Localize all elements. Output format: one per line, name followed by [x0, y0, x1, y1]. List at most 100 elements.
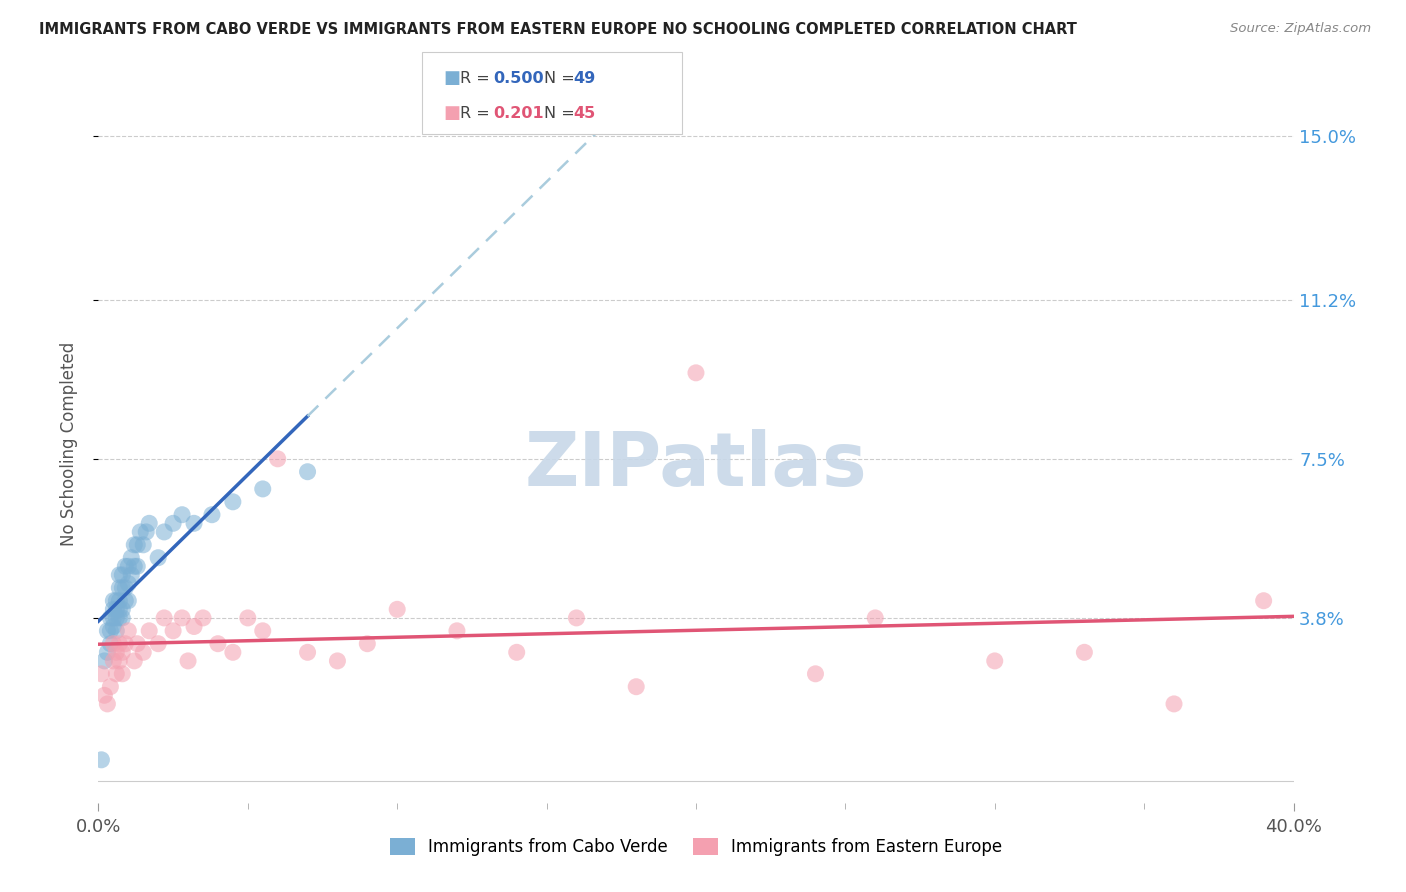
Point: [222, 495, 245, 509]
Point: [252, 482, 274, 496]
Point: [138, 624, 160, 638]
Point: [90, 666, 112, 681]
Point: [105, 645, 128, 659]
Point: [1073, 645, 1095, 659]
Point: [90, 753, 112, 767]
Point: [201, 508, 224, 522]
Point: [111, 581, 134, 595]
Point: [114, 559, 136, 574]
Point: [162, 624, 184, 638]
Legend: Immigrants from Cabo Verde, Immigrants from Eastern Europe: Immigrants from Cabo Verde, Immigrants f…: [382, 831, 1010, 863]
Point: [117, 576, 139, 591]
Point: [172, 508, 194, 522]
Point: [267, 451, 290, 466]
Point: [93, 654, 115, 668]
Point: [105, 624, 128, 638]
Point: [446, 624, 468, 638]
Point: [685, 366, 707, 380]
Text: N =: N =: [544, 106, 581, 120]
Point: [103, 619, 125, 633]
Point: [120, 550, 142, 565]
Point: [108, 602, 131, 616]
Point: [153, 524, 176, 539]
Point: [108, 654, 131, 668]
Point: [138, 516, 160, 531]
Point: [96, 624, 118, 638]
Point: [385, 602, 409, 616]
Point: [103, 654, 125, 668]
Point: [111, 611, 134, 625]
Point: [297, 465, 319, 479]
Text: 0.500: 0.500: [494, 70, 544, 86]
Point: [108, 637, 131, 651]
Text: ■: ■: [443, 104, 460, 122]
Text: Source: ZipAtlas.com: Source: ZipAtlas.com: [1230, 22, 1371, 36]
Point: [183, 516, 205, 531]
Point: [120, 568, 142, 582]
Point: [565, 611, 588, 625]
Point: [326, 654, 349, 668]
Point: [105, 602, 128, 616]
Point: [103, 637, 125, 651]
Text: ZIPatlas: ZIPatlas: [524, 429, 868, 502]
Text: 45: 45: [574, 106, 596, 120]
Point: [111, 602, 134, 616]
Text: ■: ■: [443, 70, 460, 87]
Point: [191, 611, 214, 625]
Point: [127, 559, 149, 574]
Point: [124, 654, 146, 668]
Point: [626, 680, 648, 694]
Point: [103, 611, 125, 625]
Point: [114, 637, 136, 651]
Point: [98, 680, 122, 694]
Point: [124, 538, 146, 552]
Point: [297, 645, 319, 659]
Point: [222, 645, 245, 659]
Point: [984, 654, 1007, 668]
Point: [114, 581, 136, 595]
Text: 0.201: 0.201: [494, 106, 544, 120]
Point: [236, 611, 259, 625]
Point: [177, 654, 200, 668]
Point: [98, 624, 122, 638]
Point: [98, 637, 122, 651]
Text: IMMIGRANTS FROM CABO VERDE VS IMMIGRANTS FROM EASTERN EUROPE NO SCHOOLING COMPLE: IMMIGRANTS FROM CABO VERDE VS IMMIGRANTS…: [39, 22, 1077, 37]
Y-axis label: No Schooling Completed: No Schooling Completed: [59, 342, 77, 546]
Point: [103, 602, 125, 616]
Text: N =: N =: [544, 70, 581, 86]
Point: [114, 593, 136, 607]
Point: [93, 688, 115, 702]
Text: 49: 49: [574, 70, 596, 86]
Point: [207, 637, 229, 651]
Point: [132, 538, 155, 552]
Point: [865, 611, 887, 625]
Point: [127, 637, 149, 651]
Point: [111, 568, 134, 582]
Point: [506, 645, 529, 659]
Point: [105, 666, 128, 681]
Point: [96, 697, 118, 711]
Point: [1253, 593, 1275, 607]
Point: [1163, 697, 1185, 711]
Text: R =: R =: [460, 70, 495, 86]
Point: [124, 559, 146, 574]
Point: [162, 516, 184, 531]
Point: [108, 611, 131, 625]
Point: [108, 593, 131, 607]
Point: [117, 624, 139, 638]
Point: [129, 524, 152, 539]
Point: [111, 666, 134, 681]
Point: [132, 645, 155, 659]
Point: [103, 593, 125, 607]
Point: [148, 637, 170, 651]
Point: [172, 611, 194, 625]
Point: [111, 645, 134, 659]
Point: [148, 550, 170, 565]
Text: R =: R =: [460, 106, 495, 120]
Point: [117, 593, 139, 607]
Point: [108, 581, 131, 595]
Point: [135, 524, 157, 539]
Point: [117, 559, 139, 574]
Point: [98, 611, 122, 625]
Point: [96, 645, 118, 659]
